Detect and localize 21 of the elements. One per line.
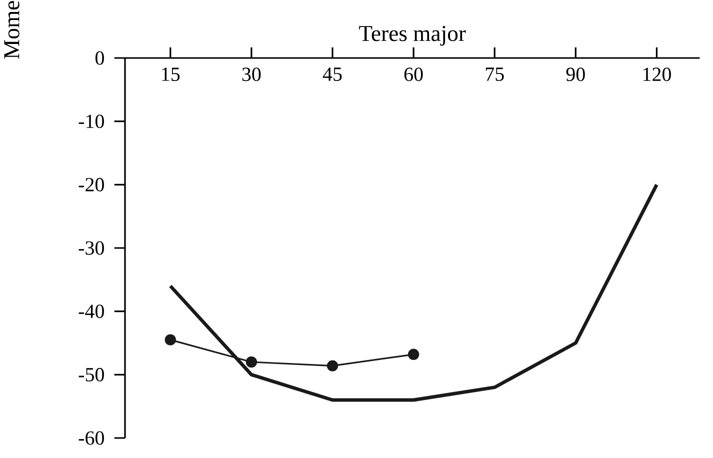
y-tick-label: -40 <box>78 304 104 318</box>
y-axis-title: Mome <box>4 1 20 59</box>
x-tick-label: 120 <box>643 68 671 82</box>
chart-title: Teres major <box>359 26 466 46</box>
x-tick-label: 45 <box>322 68 342 81</box>
x-tick-label: 15 <box>162 68 180 81</box>
point <box>326 360 338 372</box>
y-tick-label: 0 <box>95 51 104 65</box>
x-tick-label: 75 <box>486 68 504 81</box>
x-tick-label: 90 <box>566 68 585 82</box>
x-tick-label: 60 <box>404 68 423 82</box>
point <box>164 334 176 346</box>
y-tick-label: -20 <box>78 178 104 192</box>
point <box>408 348 420 360</box>
y-tick-label: -50 <box>78 368 104 382</box>
y-tick-label: -60 <box>78 431 104 445</box>
line-series <box>168 182 658 402</box>
y-tick-label: -30 <box>78 241 104 255</box>
x-tick-label: 30 <box>242 68 261 82</box>
y-tick-label: -10 <box>78 114 104 128</box>
point <box>246 356 258 368</box>
